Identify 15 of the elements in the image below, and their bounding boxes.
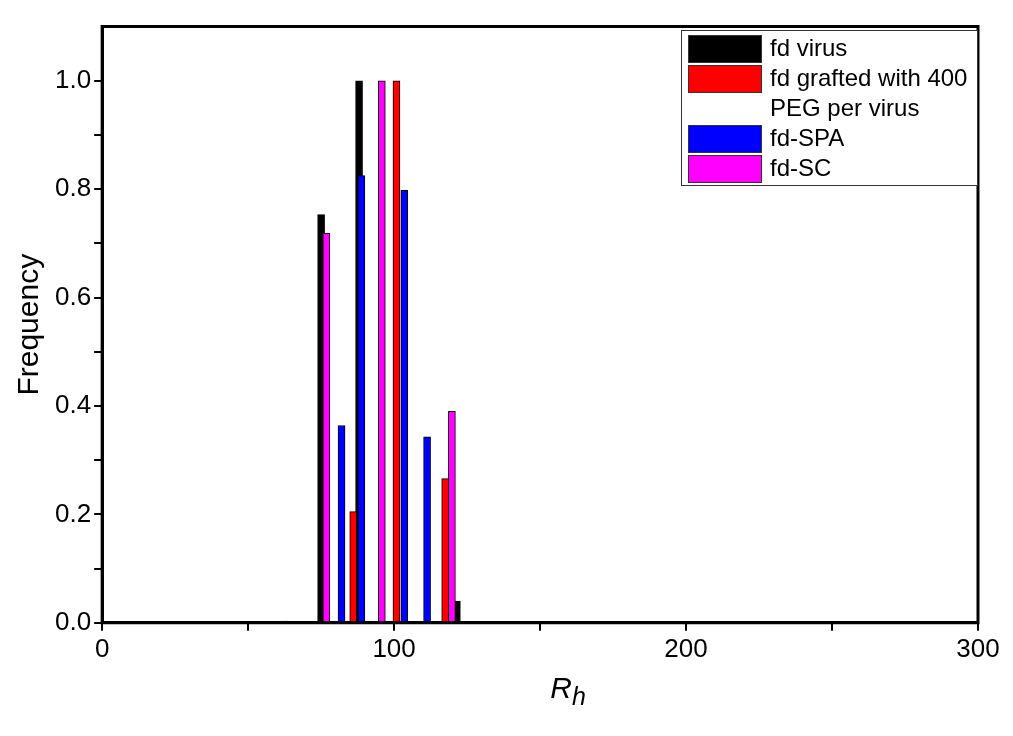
y-tick-label: 0.2 bbox=[54, 497, 92, 528]
legend-label: fd-SPA bbox=[770, 123, 845, 153]
x-tick-label: 0 bbox=[94, 632, 110, 663]
legend-label: fd virus bbox=[770, 33, 848, 63]
x-tick-label: 100 bbox=[372, 632, 416, 663]
x-axis-title: R$_{h}$ bbox=[549, 670, 587, 712]
legend-label: fd-SC bbox=[770, 153, 832, 183]
y-tick-label: 0.6 bbox=[54, 280, 92, 311]
x-tick-label: 300 bbox=[956, 632, 1000, 663]
x-tick-label: 200 bbox=[664, 632, 708, 663]
y-tick-label: 1.0 bbox=[54, 63, 92, 94]
y-axis-title: Frequency bbox=[11, 253, 45, 396]
y-tick-label: 0.8 bbox=[54, 172, 92, 203]
y-tick-label: 0.0 bbox=[54, 605, 92, 636]
y-tick-label: 0.4 bbox=[54, 389, 92, 420]
